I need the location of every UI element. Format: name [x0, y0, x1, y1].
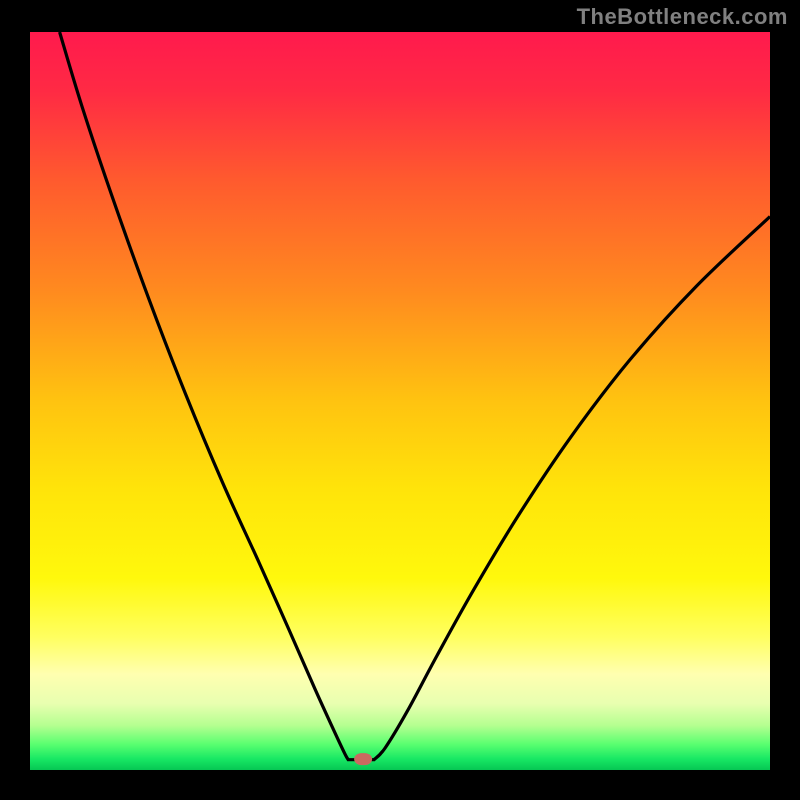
watermark-label: TheBottleneck.com: [577, 4, 788, 30]
bottleneck-curve: [30, 32, 770, 770]
optimal-point-marker: [354, 753, 372, 765]
chart-outer-frame: TheBottleneck.com: [0, 0, 800, 800]
plot-area: [30, 32, 770, 770]
